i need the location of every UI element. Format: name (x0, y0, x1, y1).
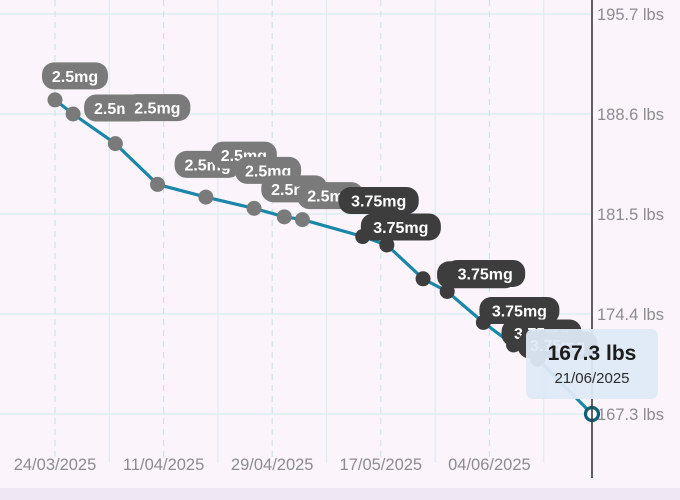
tooltip-value: 167.3 lbs (548, 342, 637, 365)
dose-label-text: 3.75mg (373, 220, 428, 237)
dose-label: 3.75mg (479, 296, 560, 324)
dose-label: 3.75mg (445, 259, 526, 287)
dose-label-bg (124, 94, 191, 122)
tooltip: 167.3 lbs 21/06/2025 (526, 329, 658, 399)
dose-label-bg (479, 296, 560, 324)
x-tick-label: 11/04/2025 (123, 456, 204, 474)
bottom-bar (0, 488, 680, 500)
data-point (379, 237, 395, 253)
x-tick-label: 29/04/2025 (231, 456, 314, 474)
dose-label-text: 3.75mg (458, 266, 513, 283)
data-point (107, 136, 123, 152)
data-point (150, 176, 166, 192)
y-tick-label: 181.5 lbs (597, 206, 664, 224)
data-point (294, 212, 310, 228)
data-point (47, 92, 63, 108)
tooltip-date: 21/06/2025 (554, 370, 629, 387)
dose-label-text: 3.75mg (351, 194, 406, 211)
dose-label: 2.5mg (124, 94, 191, 122)
data-point (415, 271, 431, 287)
y-tick-label: 188.6 lbs (597, 106, 664, 124)
dose-label-bg (445, 259, 526, 287)
data-point (198, 189, 214, 205)
y-tick-label: 174.4 lbs (597, 306, 664, 324)
data-point (246, 200, 262, 216)
dose-label-bg (42, 62, 108, 90)
x-tick-label: 24/03/2025 (14, 456, 97, 474)
series-line (53, 98, 594, 416)
tooltip-box (526, 329, 658, 399)
y-tick-label: 167.3 lbs (597, 406, 664, 424)
dose-label-text: 2.5mg (52, 69, 98, 86)
x-tick-label: 17/05/2025 (340, 456, 423, 474)
dose-label-text: 2.5mg (134, 101, 180, 118)
dose-label-text: 3.75mg (492, 303, 547, 320)
y-tick-label: 195.7 lbs (597, 6, 664, 24)
dose-label-bg (360, 213, 441, 241)
dose-label: 2.5mg (42, 62, 108, 90)
series-line-layer (53, 98, 594, 416)
x-tick-label: 04/06/2025 (448, 456, 531, 474)
dose-label: 3.75mg (338, 187, 419, 215)
dose-label: 3.75mg (360, 213, 441, 241)
dose-label-bg (338, 187, 419, 215)
data-points (47, 92, 601, 423)
axes: 195.7 lbs 188.6 lbs 181.5 lbs 174.4 lbs 167.… (14, 0, 664, 478)
data-point (276, 209, 292, 225)
data-point (65, 106, 81, 122)
